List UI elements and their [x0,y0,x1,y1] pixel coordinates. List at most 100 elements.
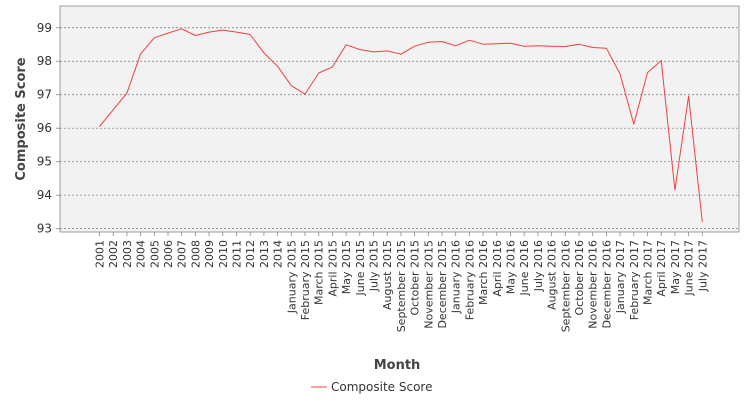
data-point [166,32,169,35]
data-point [331,65,334,68]
y-axis-title: Composite Score [14,57,29,180]
x-tick-label: 2008 [189,240,202,268]
data-point [495,42,498,45]
data-point [550,45,553,48]
x-tick-label: April 2015 [326,240,339,297]
x-tick-label: September 2016 [559,240,572,332]
data-point [235,31,238,34]
legend: Composite Score [311,380,432,394]
x-tick-label: May 2015 [340,240,353,294]
x-tick-label: March 2017 [642,240,655,305]
data-point [468,39,471,42]
data-point [413,45,416,48]
data-point [427,41,430,44]
data-point [139,52,142,55]
y-tick-label: 99 [37,21,52,35]
x-tick-label: 2012 [244,240,257,268]
x-tick-label: December 2015 [436,240,449,329]
x-tick-label: July 2017 [696,240,709,292]
data-point [317,71,320,74]
data-point [687,94,690,97]
x-tick-label: October 2016 [573,240,586,316]
data-point [673,189,676,192]
x-tick-label: 2004 [135,240,148,268]
data-point [372,50,375,53]
series-line-composite-score [99,28,703,223]
x-tick-label: 2007 [176,240,189,268]
data-point [660,59,663,62]
data-point [125,91,128,94]
plot-area [59,5,740,233]
data-point [290,84,293,87]
data-point [276,65,279,68]
data-point [249,33,252,36]
data-point [345,43,348,46]
x-tick-label: November 2016 [587,240,600,329]
y-tick-label: 94 [37,188,52,202]
x-tick-label: February 2016 [463,240,476,320]
x-tick-label: June 2017 [683,240,696,296]
data-point [386,49,389,52]
x-tick-label: March 2015 [313,240,326,305]
x-tick-label: 2003 [121,240,134,268]
data-point [399,53,402,56]
data-point [591,46,594,49]
data-point [632,123,635,126]
x-tick-label: December 2016 [600,240,613,329]
x-tick-label: 2001 [94,240,107,268]
x-tick-label: March 2016 [477,240,490,305]
x-tick-label: 2010 [217,240,230,268]
data-point [605,47,608,50]
data-point [208,31,211,34]
data-point [303,92,306,95]
series-layer [98,27,704,223]
data-point [358,48,361,51]
x-tick-label: 2011 [231,240,244,268]
data-point [440,40,443,43]
y-tick-label: 98 [37,54,52,68]
x-tick-label: 2002 [107,240,120,268]
x-axis-title: Month [374,358,421,373]
y-tick-label: 95 [37,155,52,169]
x-tick-label: June 2016 [518,240,531,296]
x-tick-label: November 2015 [422,240,435,329]
data-point [536,44,539,47]
data-point [153,36,156,39]
data-point [619,72,622,75]
x-tick-label: April 2016 [491,240,504,297]
data-point [112,108,115,111]
data-point [482,43,485,46]
x-tick-label: August 2015 [381,240,394,310]
legend-label-composite-score: Composite Score [331,380,432,394]
x-axis-ticks: 2001 2002 2003 2004 2005 2006 2007 2008 2009 2010… [94,232,709,332]
x-tick-label: January 2015 [285,240,298,314]
x-tick-label: January 2017 [614,240,627,314]
data-point [577,43,580,46]
x-tick-label: September 2015 [395,240,408,332]
y-tick-label: 97 [37,88,52,102]
x-tick-label: February 2015 [299,240,312,320]
x-tick-label: July 2015 [368,240,381,292]
data-point [98,125,101,128]
data-point [454,44,457,47]
x-tick-label: 2006 [162,240,175,268]
y-tick-label: 93 [37,222,52,236]
data-point [180,27,183,30]
x-tick-label: February 2017 [628,240,641,320]
x-tick-label: October 2015 [409,240,422,316]
x-tick-label: April 2017 [655,240,668,297]
x-tick-label: August 2016 [546,240,559,310]
x-tick-label: 2013 [258,240,271,268]
x-tick-label: July 2016 [532,240,545,292]
x-tick-label: 2005 [148,240,161,268]
data-point [646,71,649,74]
data-point [523,45,526,48]
data-point [701,220,704,223]
x-tick-label: January 2016 [450,240,463,314]
y-axis-ticks: 93 94 95 96 97 98 99 [37,21,60,236]
x-tick-label: 2014 [272,240,285,268]
data-point [221,29,224,32]
data-point [262,51,265,54]
